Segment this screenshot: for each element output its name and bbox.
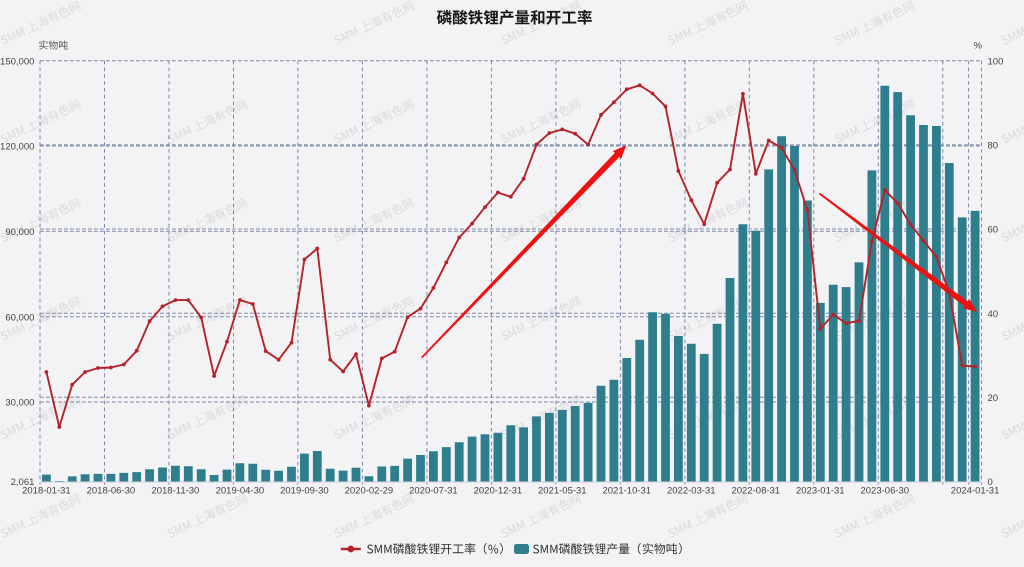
svg-text:2020-02-29: 2020-02-29 — [345, 486, 394, 497]
svg-text:2022-03-31: 2022-03-31 — [667, 486, 716, 497]
svg-text:2018-06-30: 2018-06-30 — [87, 486, 136, 497]
svg-text:2018-01-31: 2018-01-31 — [22, 486, 71, 497]
svg-text:120,000: 120,000 — [0, 142, 34, 153]
svg-text:150,000: 150,000 — [0, 56, 34, 67]
svg-text:20: 20 — [988, 393, 999, 404]
svg-text:2023-06-30: 2023-06-30 — [860, 486, 909, 497]
svg-text:60: 60 — [988, 225, 999, 236]
svg-text:2024-01-31: 2024-01-31 — [951, 486, 1000, 497]
svg-text:30,000: 30,000 — [5, 398, 34, 409]
svg-text:2019-09-30: 2019-09-30 — [280, 486, 329, 497]
svg-text:2019-04-30: 2019-04-30 — [216, 486, 265, 497]
svg-text:2023-01-31: 2023-01-31 — [796, 486, 845, 497]
svg-text:2,061: 2,061 — [11, 477, 35, 488]
svg-text:100: 100 — [988, 56, 1004, 67]
svg-text:2018-11-30: 2018-11-30 — [151, 486, 199, 497]
svg-text:2021-05-31: 2021-05-31 — [538, 486, 587, 497]
svg-text:2020-12-31: 2020-12-31 — [474, 486, 523, 497]
svg-text:%: % — [974, 41, 983, 52]
svg-text:0: 0 — [988, 477, 993, 488]
svg-text:2022-08-31: 2022-08-31 — [731, 486, 780, 497]
svg-text:2021-10-31: 2021-10-31 — [602, 486, 651, 497]
svg-text:80: 80 — [988, 141, 999, 152]
svg-text:2020-07-31: 2020-07-31 — [409, 486, 458, 497]
svg-text:90,000: 90,000 — [5, 227, 34, 238]
svg-text:60,000: 60,000 — [5, 312, 34, 323]
svg-text:40: 40 — [988, 309, 999, 320]
